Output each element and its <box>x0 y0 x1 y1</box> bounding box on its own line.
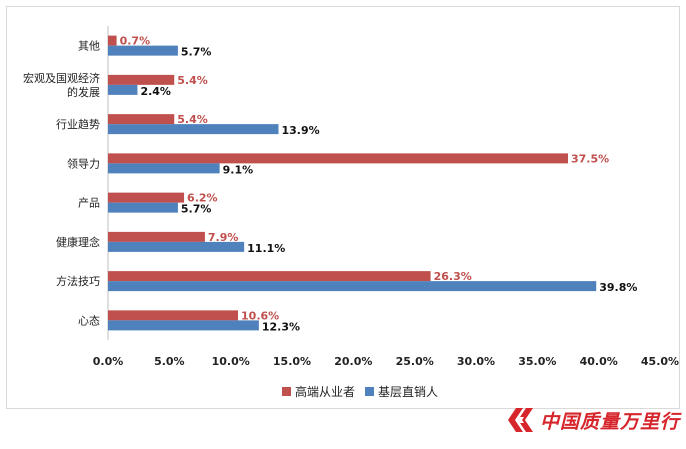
bar-high-end <box>108 74 175 85</box>
bar-grassroots <box>108 281 597 292</box>
data-label-grassroots: 12.3% <box>262 320 300 333</box>
watermark-text: 中国质量万里行 <box>540 410 681 433</box>
bar-grassroots <box>108 241 245 252</box>
bar-grassroots <box>108 84 138 95</box>
bar-high-end <box>108 153 568 164</box>
watermark-logo: 中国质量万里行 <box>506 402 682 438</box>
data-label-high-end: 7.9% <box>208 231 239 244</box>
chart-frame <box>6 6 680 409</box>
bar-grassroots <box>108 45 178 56</box>
data-label-high-end: 5.4% <box>177 113 208 126</box>
category-label: 宏观及国观经济 <box>23 71 100 85</box>
data-label-grassroots: 39.8% <box>599 281 637 294</box>
legend-label-high-end: 高端从业者 <box>295 385 356 399</box>
x-tick-label: 5.0% <box>154 355 185 368</box>
data-label-grassroots: 13.9% <box>282 124 320 137</box>
x-tick-label: 10.0% <box>212 355 250 368</box>
category-label: 健康理念 <box>56 235 100 249</box>
data-label-grassroots: 2.4% <box>140 85 171 98</box>
bar-grassroots <box>108 124 279 135</box>
category-label: 产品 <box>78 196 100 210</box>
x-tick-label: 35.0% <box>518 355 556 368</box>
data-label-grassroots: 5.7% <box>181 203 212 216</box>
x-tick-label: 30.0% <box>457 355 495 368</box>
legend-label-grassroots: 基层直销人 <box>378 385 439 399</box>
category-label: 心态 <box>78 314 100 327</box>
bar-grassroots <box>108 163 220 174</box>
data-label-grassroots: 11.1% <box>247 242 285 255</box>
bar-high-end <box>108 35 117 46</box>
legend: 高端从业者 基层直销人 <box>282 383 448 400</box>
category-label: 方法技巧 <box>56 274 100 288</box>
data-label-high-end: 6.2% <box>187 192 218 205</box>
data-label-grassroots: 5.7% <box>181 46 212 59</box>
data-label-high-end: 10.6% <box>241 309 279 322</box>
legend-swatch-high-end <box>282 387 291 396</box>
bar-high-end <box>108 114 175 125</box>
data-label-high-end: 37.5% <box>571 152 609 165</box>
x-tick-label: 25.0% <box>396 355 434 368</box>
logo-chevron-icon <box>508 408 533 432</box>
category-label: 的发展 <box>67 85 100 99</box>
data-label-high-end: 0.7% <box>120 35 151 48</box>
category-label: 领导力 <box>67 157 100 170</box>
category-label: 其他 <box>78 40 100 53</box>
bar-grassroots <box>108 202 178 213</box>
bar-high-end <box>108 231 205 242</box>
category-label: 行业趋势 <box>56 118 100 131</box>
bar-high-end <box>108 192 185 203</box>
x-tick-label: 20.0% <box>334 355 372 368</box>
x-tick-label: 45.0% <box>641 355 679 368</box>
x-tick-label: 40.0% <box>580 355 618 368</box>
data-label-high-end: 5.4% <box>177 74 208 87</box>
bar-high-end <box>108 271 431 282</box>
data-label-grassroots: 9.1% <box>223 163 254 176</box>
legend-swatch-grassroots <box>365 387 375 396</box>
x-tick-label: 0.0% <box>93 355 124 368</box>
bar-high-end <box>108 310 239 321</box>
bar-grassroots <box>108 320 259 331</box>
data-label-high-end: 26.3% <box>434 270 472 283</box>
x-tick-label: 15.0% <box>273 355 311 368</box>
